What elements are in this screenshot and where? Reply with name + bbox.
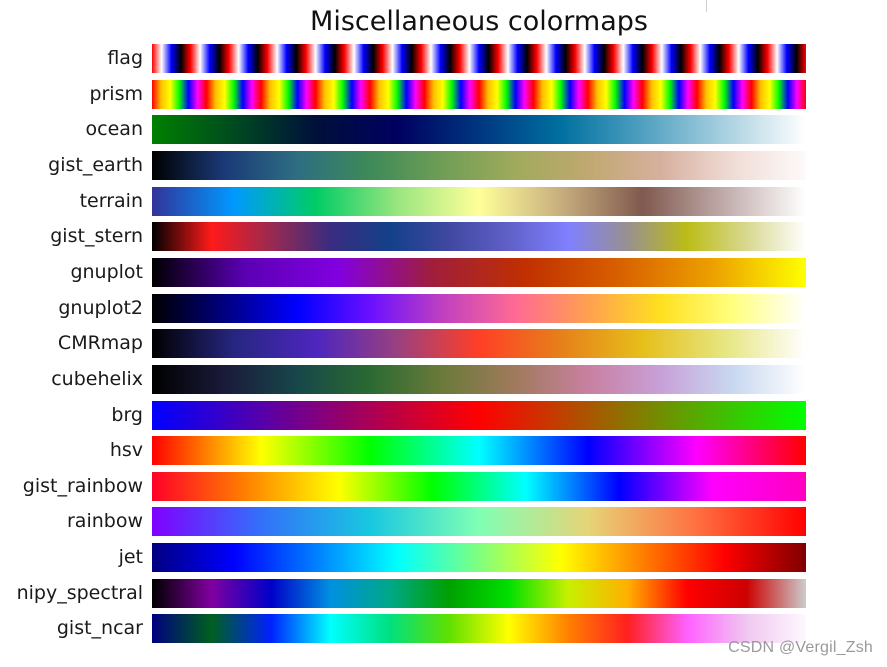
colormap-row: rainbow bbox=[0, 507, 887, 536]
colormap-label: gnuplot bbox=[70, 261, 143, 283]
colormap-row: nipy_spectral bbox=[0, 579, 887, 608]
colormap-row: flag bbox=[0, 44, 887, 73]
chart-title: Miscellaneous colormaps bbox=[310, 6, 648, 37]
colormap-gradient-bar bbox=[152, 187, 806, 216]
colormap-label: gist_rainbow bbox=[22, 475, 143, 497]
colormap-gradient-bar bbox=[152, 222, 806, 251]
colormap-gradient-bar bbox=[152, 151, 806, 180]
colormap-label: rainbow bbox=[67, 510, 143, 532]
colormap-gradient-bar bbox=[152, 365, 806, 394]
colormap-label: flag bbox=[107, 47, 143, 69]
colormap-label: brg bbox=[111, 404, 143, 426]
colormap-row: CMRmap bbox=[0, 329, 887, 358]
colormap-gradient-bar bbox=[152, 44, 806, 73]
watermark-text: CSDN @Vergil_Zsh bbox=[728, 639, 873, 656]
divider-line bbox=[706, 0, 707, 12]
colormap-row: gist_earth bbox=[0, 151, 887, 180]
colormap-label: hsv bbox=[109, 439, 143, 461]
colormap-label: jet bbox=[118, 546, 143, 568]
colormap-label: terrain bbox=[79, 190, 143, 212]
colormap-row: brg bbox=[0, 401, 887, 430]
colormap-label: ocean bbox=[85, 118, 143, 140]
colormap-gradient-bar bbox=[152, 436, 806, 465]
colormap-row: terrain bbox=[0, 187, 887, 216]
colormap-gradient-bar bbox=[152, 614, 806, 643]
colormap-gradient-bar bbox=[152, 258, 806, 287]
colormap-gradient-bar bbox=[152, 401, 806, 430]
colormap-row: ocean bbox=[0, 115, 887, 144]
colormap-label: gist_stern bbox=[50, 225, 143, 247]
colormap-row: gnuplot2 bbox=[0, 294, 887, 323]
colormap-label: prism bbox=[89, 83, 143, 105]
colormap-gradient-bar bbox=[152, 579, 806, 608]
colormap-gradient-bar bbox=[152, 115, 806, 144]
colormap-label: nipy_spectral bbox=[16, 582, 143, 604]
colormap-row: hsv bbox=[0, 436, 887, 465]
colormap-gradient-bar bbox=[152, 543, 806, 572]
colormap-label: gnuplot2 bbox=[58, 297, 143, 319]
colormap-label: cubehelix bbox=[51, 368, 143, 390]
colormap-row: gist_ncar bbox=[0, 614, 887, 643]
colormap-label: gist_ncar bbox=[56, 617, 143, 639]
colormap-gradient-bar bbox=[152, 472, 806, 501]
colormap-gradient-bar bbox=[152, 80, 806, 109]
colormap-label: gist_earth bbox=[48, 154, 143, 176]
colormap-row: cubehelix bbox=[0, 365, 887, 394]
colormap-row: jet bbox=[0, 543, 887, 572]
colormap-label: CMRmap bbox=[57, 332, 143, 354]
colormap-gradient-bar bbox=[152, 329, 806, 358]
colormap-gradient-bar bbox=[152, 507, 806, 536]
colormap-row: gist_rainbow bbox=[0, 472, 887, 501]
colormap-row: gnuplot bbox=[0, 258, 887, 287]
colormap-row: prism bbox=[0, 80, 887, 109]
colormap-gradient-bar bbox=[152, 294, 806, 323]
colormap-row: gist_stern bbox=[0, 222, 887, 251]
